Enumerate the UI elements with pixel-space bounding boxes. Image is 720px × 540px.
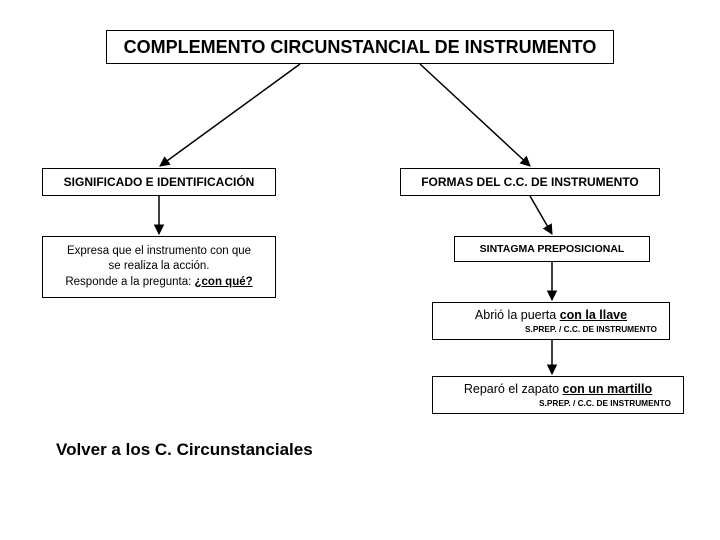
description-box: Expresa que el instrumento con que se re…: [42, 236, 276, 298]
example-1-box: Abrió la puerta con la llave S.PREP. / C…: [432, 302, 670, 340]
desc-line-3: Responde a la pregunta: ¿con qué?: [51, 275, 267, 291]
example-1-text: Abrió la puerta con la llave: [441, 308, 661, 322]
desc-line-2: se realiza la acción.: [51, 259, 267, 275]
back-link[interactable]: Volver a los C. Circunstanciales: [56, 440, 313, 460]
title-text: COMPLEMENTO CIRCUNSTANCIAL DE INSTRUMENT…: [115, 37, 605, 58]
example-2-sub: S.PREP. / C.C. DE INSTRUMENTO: [441, 398, 675, 408]
example-1-sub: S.PREP. / C.C. DE INSTRUMENTO: [441, 324, 661, 334]
right-heading: FORMAS DEL C.C. DE INSTRUMENTO: [409, 175, 651, 189]
left-heading: SIGNIFICADO E IDENTIFICACIÓN: [51, 175, 267, 189]
example-2-box: Reparó el zapato con un martillo S.PREP.…: [432, 376, 684, 414]
desc-line-1: Expresa que el instrumento con que: [51, 244, 267, 260]
right-heading-box: FORMAS DEL C.C. DE INSTRUMENTO: [400, 168, 660, 196]
form-box: SINTAGMA PREPOSICIONAL: [454, 236, 650, 262]
left-heading-box: SIGNIFICADO E IDENTIFICACIÓN: [42, 168, 276, 196]
title-box: COMPLEMENTO CIRCUNSTANCIAL DE INSTRUMENT…: [106, 30, 614, 64]
example-2-text: Reparó el zapato con un martillo: [441, 382, 675, 396]
form-label: SINTAGMA PREPOSICIONAL: [463, 243, 641, 255]
